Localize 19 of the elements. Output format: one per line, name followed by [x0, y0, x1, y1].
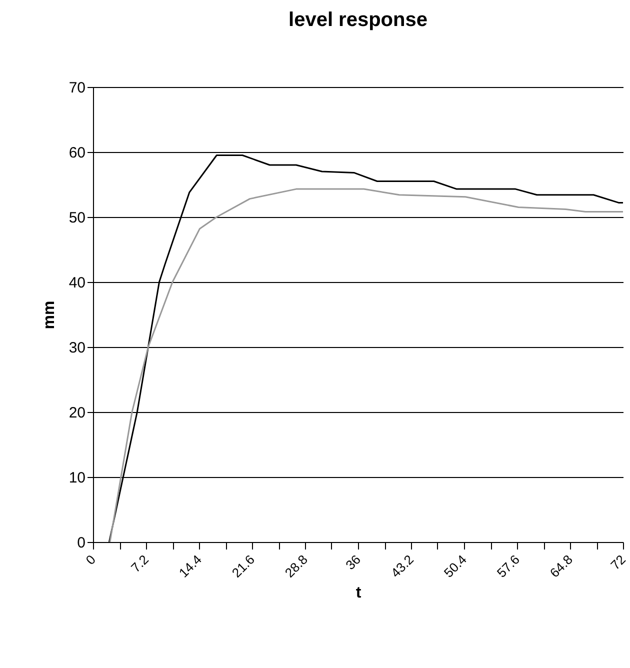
y-tick-label: 40 [68, 274, 86, 292]
y-tick-label: 10 [68, 470, 86, 486]
x-tick-label: 7.2 [128, 552, 152, 576]
x-tick-label: 50.4 [440, 552, 470, 580]
y-tick-label: 70 [68, 80, 86, 96]
y-tick-label: 60 [68, 144, 86, 162]
chart-title: level response [288, 9, 428, 31]
x-tick-label: 72 [608, 552, 628, 573]
x-tick-label: 0 [82, 552, 98, 568]
y-tick-label: 0 [77, 534, 86, 552]
x-tick-label: 43.2 [388, 552, 416, 580]
y-tick-label: 50 [68, 210, 86, 226]
x-tick-label: 36 [342, 552, 364, 573]
x-axis-title: t [356, 584, 362, 602]
y-axis-title: mm [40, 300, 58, 330]
y-tick-label: 30 [68, 340, 86, 356]
x-tick-label: 64.8 [546, 552, 576, 580]
x-tick-label: 57.6 [494, 552, 522, 580]
y-tick-label: 20 [68, 404, 86, 422]
